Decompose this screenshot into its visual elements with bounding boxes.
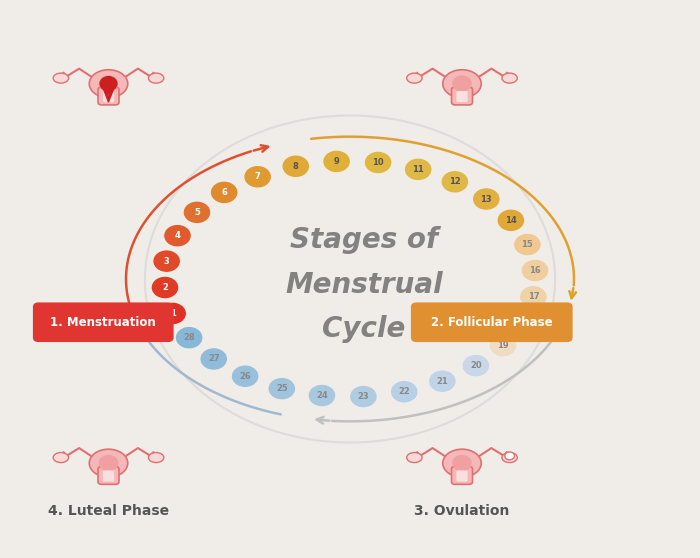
FancyBboxPatch shape — [98, 466, 119, 484]
Text: 18: 18 — [517, 318, 528, 327]
Circle shape — [510, 312, 535, 333]
Text: 1: 1 — [169, 309, 176, 318]
Ellipse shape — [407, 453, 422, 463]
Ellipse shape — [90, 70, 127, 98]
Circle shape — [405, 160, 430, 180]
Text: 23: 23 — [358, 392, 369, 401]
Text: 6: 6 — [221, 188, 227, 197]
Text: 7: 7 — [255, 172, 260, 181]
Circle shape — [391, 382, 416, 402]
Circle shape — [463, 355, 489, 376]
Text: 13: 13 — [480, 195, 492, 204]
Circle shape — [184, 203, 209, 223]
Ellipse shape — [99, 455, 118, 472]
Circle shape — [165, 225, 190, 246]
Text: 24: 24 — [316, 391, 328, 400]
Text: 22: 22 — [398, 387, 410, 396]
FancyBboxPatch shape — [452, 466, 472, 484]
FancyBboxPatch shape — [456, 470, 468, 482]
Polygon shape — [104, 91, 113, 102]
Circle shape — [201, 349, 226, 369]
Circle shape — [232, 366, 258, 386]
FancyBboxPatch shape — [103, 470, 114, 482]
Circle shape — [309, 386, 335, 406]
Text: 17: 17 — [528, 292, 539, 301]
Ellipse shape — [502, 73, 517, 83]
Text: 28: 28 — [183, 333, 195, 342]
Circle shape — [351, 387, 376, 407]
Ellipse shape — [442, 70, 482, 98]
FancyBboxPatch shape — [456, 91, 468, 102]
Text: 4: 4 — [174, 231, 181, 240]
Text: 19: 19 — [497, 341, 509, 350]
Circle shape — [270, 378, 295, 398]
Circle shape — [514, 234, 540, 254]
Text: 4. Luteal Phase: 4. Luteal Phase — [48, 503, 169, 518]
Ellipse shape — [148, 453, 164, 463]
Ellipse shape — [99, 76, 118, 92]
Text: 21: 21 — [437, 377, 448, 386]
Circle shape — [245, 167, 270, 187]
Ellipse shape — [53, 73, 69, 83]
Ellipse shape — [53, 453, 69, 463]
FancyBboxPatch shape — [98, 87, 119, 105]
Text: 14: 14 — [505, 216, 517, 225]
FancyBboxPatch shape — [103, 91, 114, 102]
Text: 5: 5 — [194, 208, 200, 217]
FancyBboxPatch shape — [452, 87, 472, 105]
Text: 27: 27 — [208, 354, 220, 363]
Text: 9: 9 — [334, 157, 340, 166]
Text: 8: 8 — [293, 162, 299, 171]
Ellipse shape — [148, 73, 164, 83]
Circle shape — [430, 371, 455, 391]
Text: Menstrual: Menstrual — [285, 271, 443, 299]
Circle shape — [522, 261, 547, 281]
Circle shape — [153, 277, 178, 297]
Text: 2: 2 — [162, 283, 168, 292]
FancyBboxPatch shape — [411, 302, 573, 342]
Text: 3: 3 — [164, 257, 169, 266]
Circle shape — [474, 189, 499, 209]
Circle shape — [498, 210, 524, 230]
Ellipse shape — [502, 453, 517, 463]
Text: 25: 25 — [276, 384, 288, 393]
Ellipse shape — [99, 75, 118, 92]
Text: 1. Menstruation: 1. Menstruation — [50, 316, 156, 329]
Text: 3. Ovulation: 3. Ovulation — [414, 503, 510, 518]
Text: Cycle: Cycle — [322, 315, 406, 343]
Text: 15: 15 — [522, 240, 533, 249]
Circle shape — [211, 182, 237, 203]
Text: 26: 26 — [239, 372, 251, 381]
FancyBboxPatch shape — [33, 302, 174, 342]
Ellipse shape — [452, 75, 472, 92]
Ellipse shape — [90, 449, 127, 477]
Circle shape — [324, 151, 349, 171]
Ellipse shape — [452, 455, 472, 472]
Circle shape — [154, 251, 179, 271]
Ellipse shape — [104, 84, 113, 95]
Circle shape — [365, 152, 391, 172]
Text: 11: 11 — [412, 165, 424, 174]
Ellipse shape — [407, 73, 422, 83]
Ellipse shape — [442, 449, 482, 477]
Circle shape — [505, 452, 514, 460]
Text: 12: 12 — [449, 177, 461, 186]
Circle shape — [521, 287, 546, 307]
Circle shape — [442, 172, 468, 192]
Text: 20: 20 — [470, 361, 482, 370]
Circle shape — [284, 156, 309, 176]
Circle shape — [160, 304, 186, 324]
Text: Stages of: Stages of — [290, 226, 438, 254]
Text: 16: 16 — [529, 266, 541, 275]
Circle shape — [491, 335, 516, 355]
Text: 10: 10 — [372, 158, 384, 167]
Text: 2. Follicular Phase: 2. Follicular Phase — [431, 316, 552, 329]
Circle shape — [176, 328, 202, 348]
